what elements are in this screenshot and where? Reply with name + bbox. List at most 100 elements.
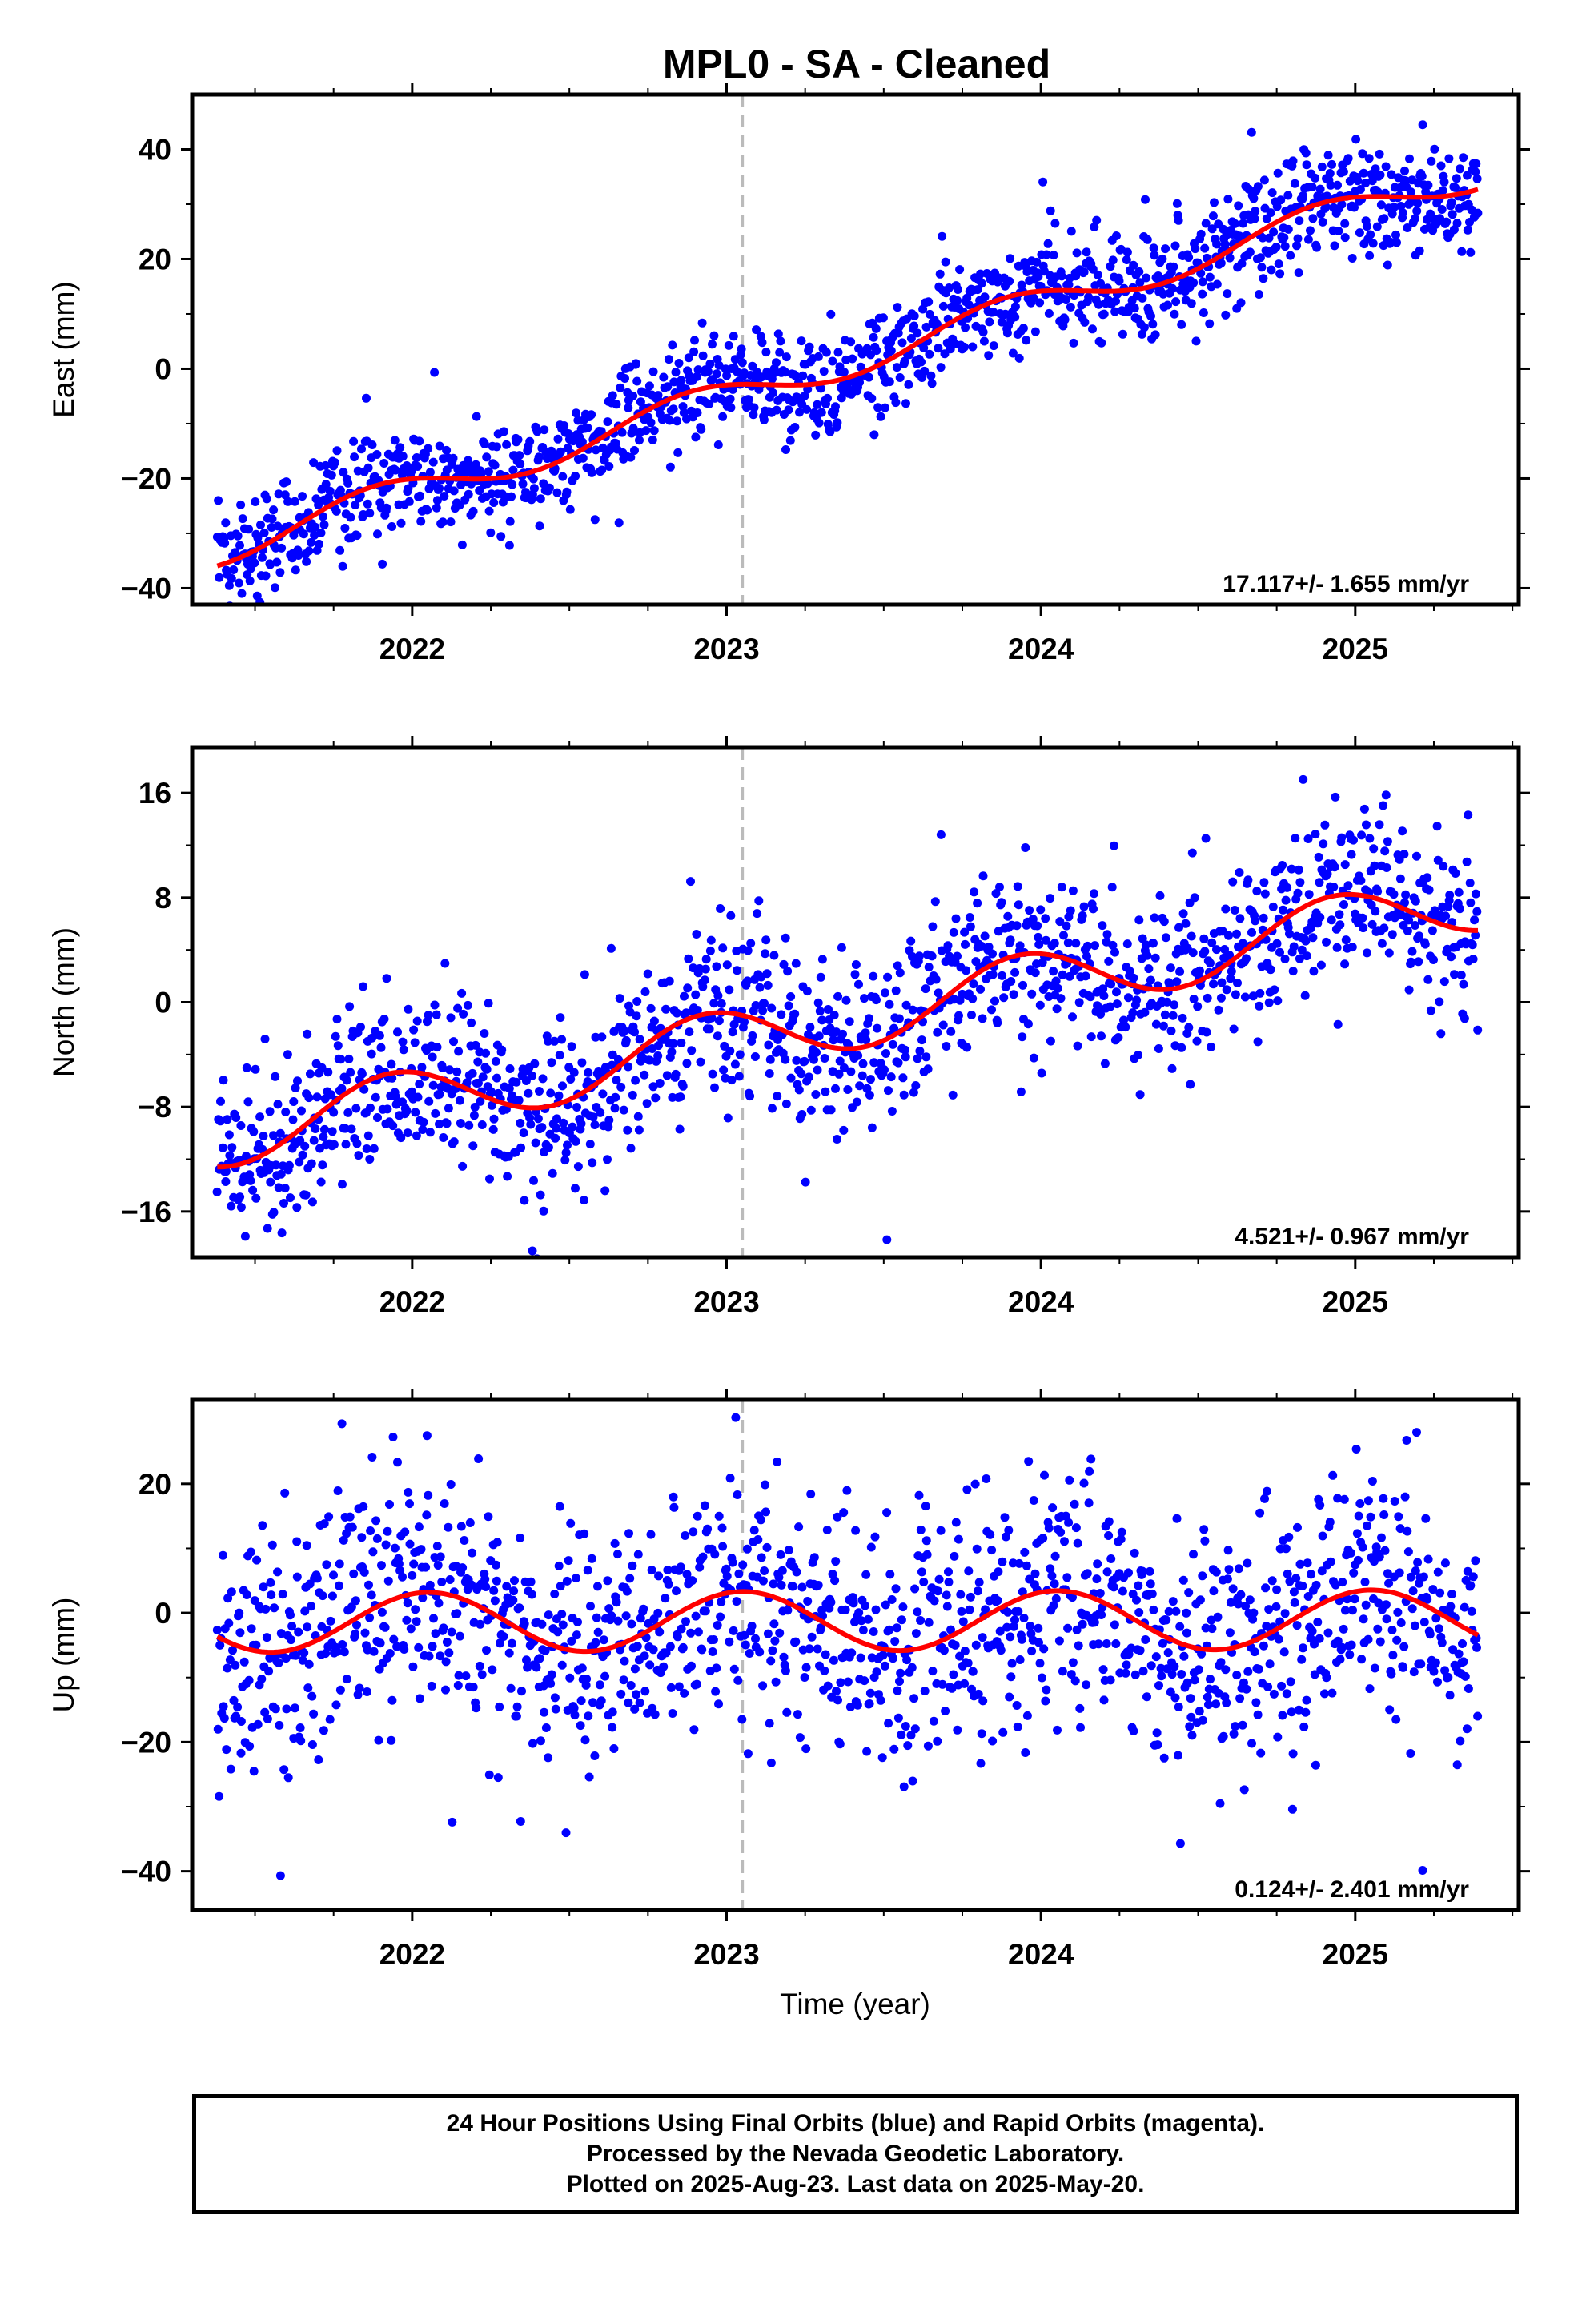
data-point [412, 1617, 421, 1626]
data-point [934, 988, 943, 998]
data-point [1130, 304, 1139, 313]
x-tick-label: 2024 [1008, 1938, 1074, 1971]
data-point [1348, 1606, 1357, 1615]
data-point [1097, 1610, 1106, 1619]
data-point [725, 394, 735, 404]
data-point [383, 1526, 392, 1536]
data-point [335, 1581, 343, 1590]
data-point [632, 1642, 642, 1651]
data-point [1094, 1639, 1103, 1649]
data-point [1034, 1623, 1043, 1633]
data-point [604, 1122, 613, 1132]
data-point [717, 999, 726, 1008]
data-point [1322, 1673, 1331, 1683]
data-point [1104, 1517, 1114, 1526]
data-point [556, 1013, 565, 1023]
data-point [597, 465, 607, 475]
data-point [791, 1637, 801, 1647]
data-point [1471, 931, 1480, 940]
data-point [872, 995, 881, 1005]
data-point [1212, 945, 1221, 955]
data-point [924, 297, 934, 307]
x-tick-label: 2024 [1008, 633, 1074, 665]
data-point [274, 1183, 283, 1192]
data-point [1206, 959, 1215, 968]
data-point [1079, 1478, 1089, 1488]
data-point [1219, 1731, 1228, 1741]
data-point [1273, 996, 1283, 1006]
data-point [1124, 1568, 1133, 1578]
data-point [1034, 1638, 1043, 1647]
data-point [1322, 937, 1331, 947]
data-point [424, 1096, 434, 1106]
data-point [1341, 935, 1351, 945]
data-point [1224, 931, 1233, 940]
data-point [456, 1522, 466, 1531]
data-point [1250, 214, 1259, 223]
data-point [1099, 991, 1109, 1000]
data-point [492, 1073, 501, 1083]
data-point [292, 1203, 302, 1212]
data-point [1424, 885, 1434, 895]
data-point [267, 514, 277, 524]
data-point [318, 512, 327, 521]
data-point [303, 1622, 312, 1632]
data-point [441, 1685, 450, 1695]
data-point [385, 1649, 395, 1658]
data-point [1213, 1612, 1223, 1622]
data-point [1272, 202, 1282, 211]
data-point [486, 1087, 496, 1096]
data-point [826, 309, 836, 319]
data-point [830, 1576, 840, 1586]
data-point [1164, 1606, 1174, 1616]
data-point [247, 1624, 256, 1634]
data-point [1114, 1033, 1123, 1042]
data-point [1207, 938, 1217, 947]
data-point [933, 320, 942, 329]
data-point [251, 497, 260, 506]
data-point [1460, 1671, 1470, 1681]
data-point [1339, 167, 1348, 176]
data-point [648, 435, 657, 444]
data-point [300, 1606, 310, 1616]
data-point [1335, 920, 1345, 930]
data-point [1030, 1569, 1040, 1578]
data-point [926, 371, 936, 380]
data-point [1006, 977, 1016, 986]
data-point [217, 608, 226, 617]
data-point [316, 528, 326, 537]
data-point [1066, 1670, 1076, 1679]
data-point [997, 317, 1006, 327]
data-point [854, 979, 863, 989]
data-point [1402, 1436, 1411, 1445]
data-point [1381, 162, 1391, 171]
data-point [1407, 957, 1415, 967]
data-point [1313, 1618, 1323, 1627]
data-point [970, 887, 979, 897]
data-point [578, 453, 588, 463]
data-point [1207, 224, 1217, 234]
data-point [413, 1092, 423, 1102]
data-point [676, 1562, 685, 1572]
data-point [1231, 990, 1240, 999]
data-point [1089, 904, 1098, 914]
data-point [738, 1560, 748, 1570]
data-point [824, 1005, 833, 1014]
data-point [1008, 348, 1018, 358]
data-point [280, 1184, 290, 1193]
data-point [319, 1519, 329, 1529]
data-point [315, 539, 323, 549]
data-point [861, 1601, 869, 1610]
data-point [973, 1586, 982, 1596]
data-point [282, 1704, 291, 1714]
data-point [911, 1629, 921, 1638]
data-point [642, 1099, 652, 1108]
data-point [1235, 914, 1245, 923]
data-point [1141, 1635, 1150, 1644]
data-point [1018, 1032, 1027, 1042]
data-point [835, 1056, 845, 1066]
data-point [700, 1501, 709, 1510]
data-point [867, 1123, 877, 1132]
data-point [1441, 911, 1451, 921]
data-point [1005, 276, 1014, 286]
